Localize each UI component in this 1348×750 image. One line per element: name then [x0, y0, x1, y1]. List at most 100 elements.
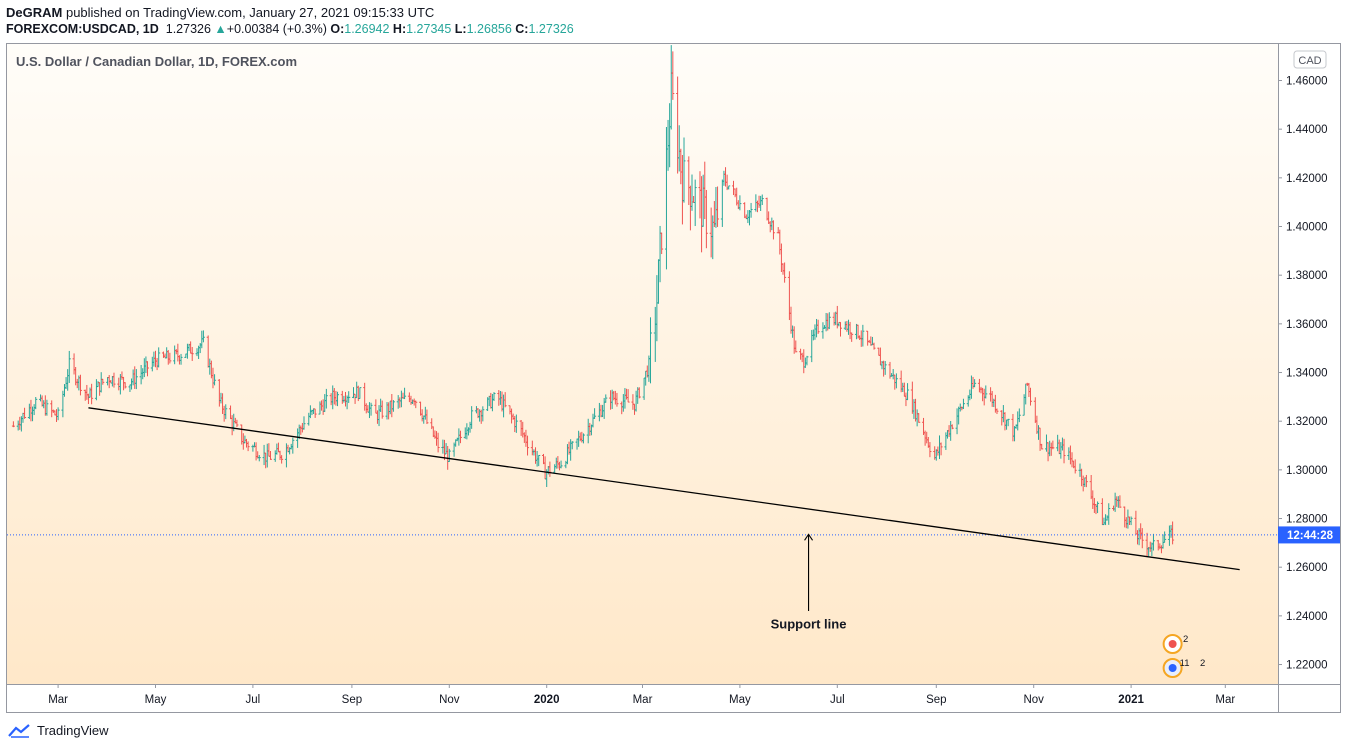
- ohlc-bar: [906, 383, 910, 401]
- price-tick-label: 1.44000: [1286, 124, 1328, 136]
- publish-info: DeGRAM published on TradingView.com, Jan…: [6, 4, 434, 21]
- support-line-label[interactable]: Support line: [771, 616, 847, 631]
- price-chart[interactable]: Support line U.S. Dollar / Canadian Doll…: [7, 44, 1341, 713]
- symbol-label[interactable]: FOREXCOM:USDCAD, 1D: [6, 22, 159, 36]
- chart-frame[interactable]: Support line U.S. Dollar / Canadian Doll…: [6, 43, 1341, 713]
- ohlc-bar: [850, 332, 854, 342]
- price-axis[interactable]: 1.22000 1.24000 1.26000 1.28000 1.30000 1.320…: [1278, 44, 1341, 713]
- author-name[interactable]: DeGRAM: [6, 5, 63, 20]
- ohlc-bar: [626, 389, 630, 403]
- ohlc-bar: [391, 400, 395, 412]
- ohlc-bar: [336, 391, 340, 407]
- open-label: O:: [330, 22, 345, 36]
- price-tick-label: 1.40000: [1286, 222, 1328, 234]
- ohlc-bar: [34, 396, 38, 410]
- ohlc-bar: [503, 392, 507, 408]
- time-tick-label: Mar: [48, 694, 68, 706]
- ohlc-bar: [257, 455, 261, 462]
- price-tick-label: 1.34000: [1286, 368, 1328, 380]
- ohlc-bar: [78, 374, 82, 396]
- ohlc-bar: [950, 424, 954, 430]
- low-value: 1.26856: [466, 22, 512, 36]
- ohlc-bar: [704, 189, 708, 249]
- ohlc-bar: [447, 448, 451, 462]
- time-tick-label: 2021: [1118, 694, 1144, 706]
- ohlc-bar: [190, 346, 194, 361]
- ohlc-bar: [872, 342, 876, 350]
- flag-center: [1168, 640, 1177, 648]
- ohlc-bar: [302, 416, 306, 430]
- ohlc-bar: [939, 442, 943, 456]
- ohlc-legend: FOREXCOM:USDCAD, 1D 1.27326 ▲+0.00384 (+…: [6, 21, 574, 38]
- time-tick-label: Jul: [830, 694, 845, 706]
- ohlc-bar: [179, 353, 183, 365]
- time-tick-label: Mar: [633, 694, 653, 706]
- ohlc-bar: [973, 379, 977, 388]
- support-trendline[interactable]: [88, 407, 1240, 571]
- ohlc-bar: [1118, 495, 1122, 508]
- ohlc-bar: [537, 454, 541, 467]
- tradingview-logo-icon[interactable]: [8, 723, 32, 738]
- ohlc-bar: [1163, 531, 1167, 543]
- ohlc-bar: [760, 194, 764, 206]
- ohlc-bar: [414, 400, 418, 409]
- ohlc-bar: [101, 378, 105, 385]
- ohlc-bar: [67, 350, 71, 383]
- ohlc-bar: [1171, 521, 1175, 545]
- ohlc-bar: [693, 179, 697, 227]
- ohlc-bar: [604, 394, 608, 403]
- ohlc-bar: [593, 408, 597, 419]
- price-tick-label: 1.36000: [1286, 319, 1328, 331]
- ohlc-bar: [771, 220, 775, 240]
- ohlc-bar: [783, 262, 787, 283]
- high-value: 1.27345: [406, 22, 452, 36]
- time-tick-label: Sep: [926, 694, 946, 706]
- ohlc-bar: [1084, 474, 1088, 488]
- ohlc-bar: [235, 419, 239, 428]
- ohlc-bar: [581, 433, 585, 444]
- footer-brand[interactable]: TradingView: [37, 723, 109, 738]
- time-tick-label: Jul: [246, 694, 261, 706]
- ohlc-bar: [458, 430, 462, 444]
- ohlc-bar: [682, 137, 686, 203]
- ohlc-bar: [1040, 443, 1044, 450]
- ohlc-bar: [526, 435, 530, 456]
- ohlc-bar: [369, 402, 373, 416]
- time-tick-label: Mar: [1215, 694, 1235, 706]
- ohlc-bar: [224, 404, 228, 420]
- ohlc-bar: [883, 361, 887, 375]
- ohlc-bar: [1062, 438, 1066, 464]
- ohlc-bar: [201, 330, 205, 343]
- ohlc-bar: [291, 437, 295, 454]
- ohlc-bar: [615, 392, 619, 407]
- ohlc-bar: [816, 319, 820, 334]
- time-tick-label: Sep: [342, 694, 362, 706]
- ohlc-bar: [268, 451, 272, 460]
- price-tick-label: 1.46000: [1286, 76, 1328, 88]
- ohlc-bar: [838, 321, 842, 337]
- price-tick-label: 1.30000: [1286, 465, 1328, 477]
- ohlc-bar: [894, 373, 898, 389]
- time-tick-label: Nov: [1023, 694, 1044, 706]
- high-label: H:: [392, 22, 407, 36]
- currency-label: CAD: [1298, 55, 1321, 67]
- time-axis[interactable]: Mar May Jul Sep Nov 2020 Mar May Jul Sep Nov 2021 Ma…: [7, 684, 1341, 713]
- arrow-head-icon: [804, 533, 814, 541]
- ohlc-bar: [168, 352, 172, 364]
- currency-box[interactable]: [1293, 50, 1327, 69]
- last-price-tag: [1278, 526, 1340, 544]
- time-axis-bg: [7, 684, 1278, 712]
- ohlc-bar: [112, 372, 116, 388]
- event-count: 11: [1180, 658, 1190, 669]
- ohlc-bar: [11, 421, 15, 428]
- ohlc-bar: [805, 355, 809, 366]
- ohlc-bar: [716, 186, 720, 227]
- close-value: 1.27326: [528, 22, 574, 36]
- event-count: 2: [1200, 658, 1205, 669]
- ohlc-bar: [45, 399, 49, 416]
- ohlc-bar: [1017, 408, 1021, 423]
- ohlc-bar: [436, 432, 440, 453]
- event-badges[interactable]: 2 11 2: [1162, 634, 1206, 678]
- price-tick-label: 1.28000: [1286, 514, 1328, 526]
- ohlc-bar: [56, 407, 60, 421]
